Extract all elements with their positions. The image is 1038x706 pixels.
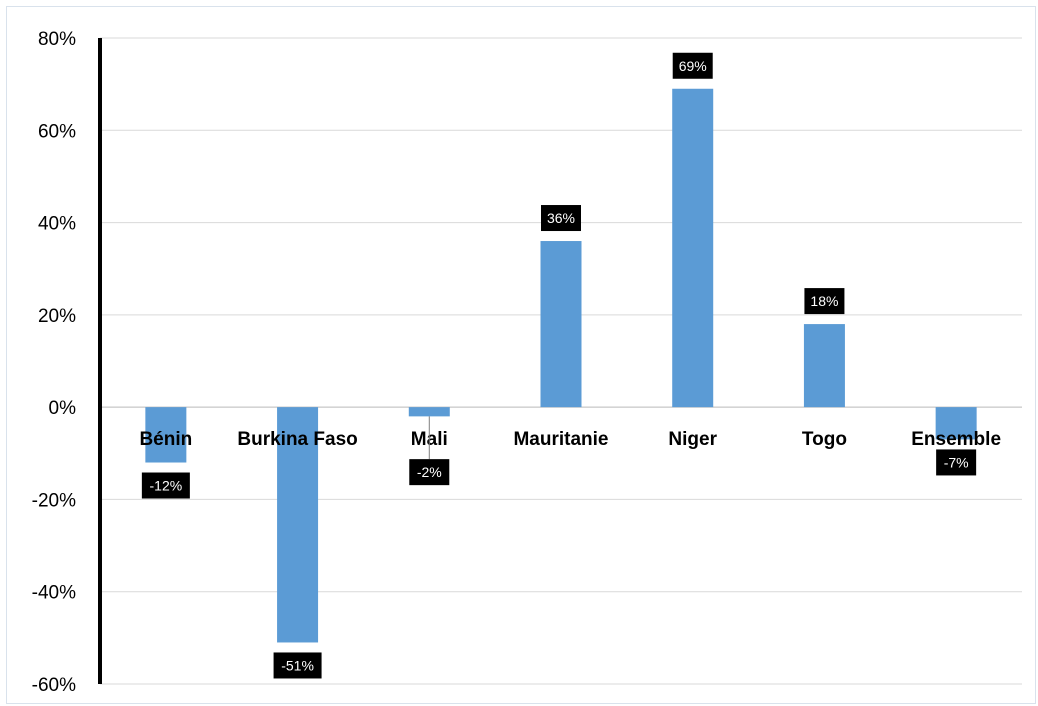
category-label: Togo [802,429,847,450]
data-label-box [273,652,322,679]
data-label-4: 69% [672,52,713,79]
data-label-box [409,459,450,486]
category-label: Burkina Faso [237,429,357,450]
data-labels: -12% -51% -2% 36% 69% 18% -7% [141,52,977,679]
y-tick-label: -20% [32,490,76,511]
data-label-text: 36% [547,210,575,226]
bar-4 [672,88,714,408]
category-label: Ensemble [911,429,1001,450]
data-label-text: -2% [417,464,442,480]
bars [145,88,977,643]
bar-6 [935,407,977,440]
data-label-box [541,205,581,232]
bar-2 [408,407,450,417]
category-label: Niger [668,429,717,450]
data-label-text: 18% [810,293,838,309]
data-label-text: -12% [150,478,183,494]
y-tick-label: -60% [32,675,76,696]
category-labels: Bénin Burkina Faso Mali Mauritanie Niger Togo… [139,429,1001,450]
data-label-box [936,449,977,476]
data-label-3: 36% [541,205,581,232]
data-label-6: -7% [936,449,977,476]
data-label-5: 18% [804,288,845,315]
data-label-0: -12% [141,472,190,499]
bar-5 [803,324,845,408]
y-tick-label: 80% [38,29,76,50]
data-label-text: 69% [679,58,707,74]
bar-1 [277,407,319,643]
data-label-2: -2% [409,459,450,486]
data-label-box [672,52,713,79]
data-label-text: -7% [944,454,969,470]
y-tick-labels: 80% 60% 40% 20% 0% -20% -40% -60% [32,29,76,696]
chart-frame [6,6,1036,704]
y-tick-label: 0% [49,398,77,419]
data-label-box [804,288,845,315]
y-tick-label: 60% [38,121,76,142]
bar-3 [540,241,582,408]
category-label: Bénin [139,429,192,450]
y-tick-label: 20% [38,306,76,327]
y-tick-label: 40% [38,214,76,235]
data-label-1: -51% [273,652,322,679]
y-tick-label: -40% [32,583,76,604]
data-label-text: -51% [281,657,314,673]
category-label: Mauritanie [513,429,608,450]
bar-0 [145,407,187,463]
data-label-box [141,472,190,499]
